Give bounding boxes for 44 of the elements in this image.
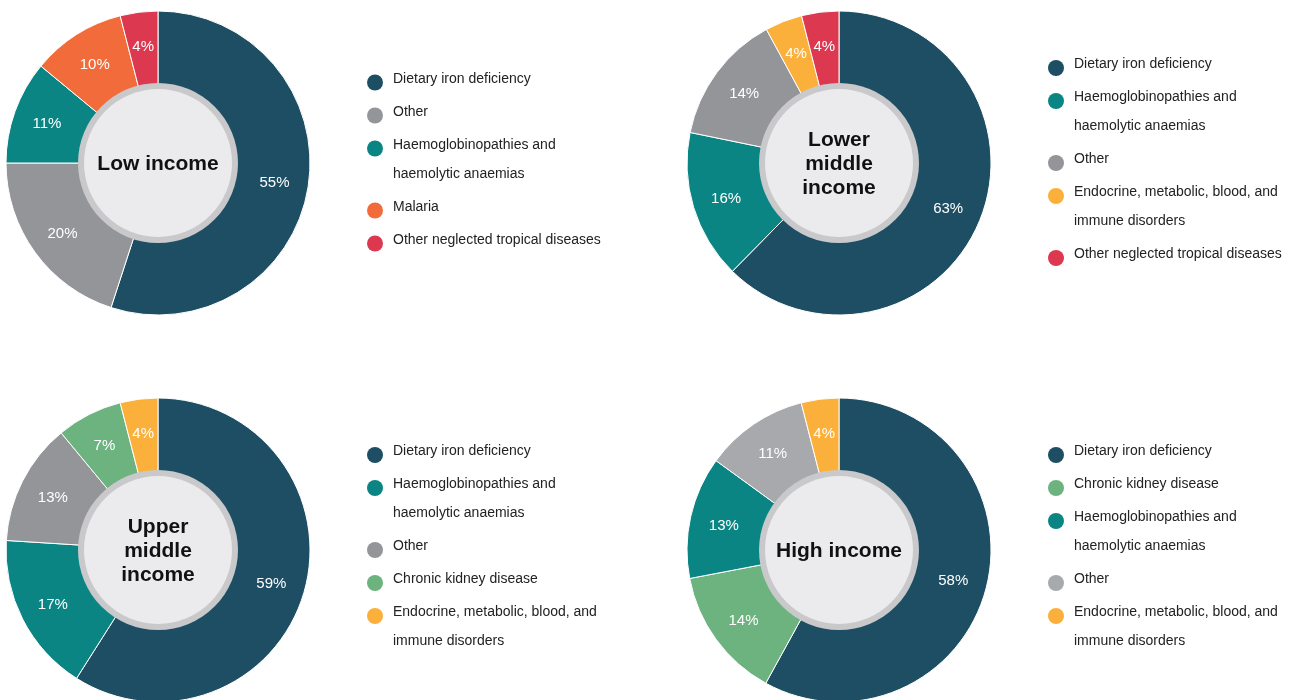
legend-label: Endocrine, metabolic, blood, and immune disorders — [1074, 183, 1278, 228]
data-label: 14% — [729, 84, 760, 101]
legend-label: Chronic kidney disease — [1074, 475, 1219, 491]
legend-label: Chronic kidney disease — [393, 570, 538, 586]
legend-label: Other — [1074, 150, 1110, 166]
text: High income — [775, 538, 903, 561]
legend-label: Haemoglobinopathies and haemolytic anaemias — [393, 475, 556, 520]
text: Low income — [97, 151, 219, 174]
legend-label: Malaria — [393, 197, 440, 214]
legend-label: Dietary iron deficiency — [393, 69, 531, 86]
legend-label: Dietary iron deficiency — [393, 442, 531, 458]
data-label: 59% — [256, 574, 287, 592]
data-label: 7% — [93, 436, 116, 454]
data-label: 4% — [132, 424, 155, 442]
legend-label: Other neglected tropical diseases — [1074, 245, 1282, 261]
data-label: 63% — [933, 198, 964, 216]
data-label: 58% — [938, 570, 969, 588]
data-label: 10% — [79, 54, 110, 72]
data-label: 4% — [132, 37, 155, 55]
data-label: 14% — [728, 610, 759, 628]
data-label: 4% — [813, 37, 836, 55]
data-label: 4% — [813, 424, 836, 442]
legend-label: Dietary iron deficiency — [1074, 442, 1212, 458]
data-label: 11% — [758, 443, 788, 461]
legend-label: Haemoglobinopathies and haemolytic anaemias — [393, 135, 556, 181]
data-label: 20% — [47, 223, 78, 241]
data-label: 11% — [32, 114, 62, 132]
legend-label: Other — [1074, 570, 1110, 586]
legend-label: Endocrine, metabolic, blood, and immune disorders — [393, 603, 597, 648]
text: Upper middle income — [121, 514, 195, 585]
legend-label: Other — [393, 102, 429, 119]
data-label: 55% — [259, 172, 290, 190]
legend-label: Haemoglobinopathies and haemolytic anaemias — [1074, 508, 1237, 553]
text: Lower middle income — [802, 127, 876, 198]
legend-label: Endocrine, metabolic, blood, and immune disorders — [1074, 603, 1278, 648]
legend-label: Haemoglobinopathies and haemolytic anaemias — [1074, 88, 1237, 133]
data-label: 17% — [37, 594, 68, 612]
legend-label: Dietary iron deficiency — [1074, 55, 1212, 71]
data-label: 13% — [708, 515, 739, 533]
data-label: 4% — [785, 44, 807, 62]
legend-label: Other — [393, 537, 429, 553]
data-label: 13% — [37, 487, 68, 505]
data-label: 16% — [711, 188, 742, 206]
legend-label: Other neglected tropical diseases — [393, 230, 601, 247]
